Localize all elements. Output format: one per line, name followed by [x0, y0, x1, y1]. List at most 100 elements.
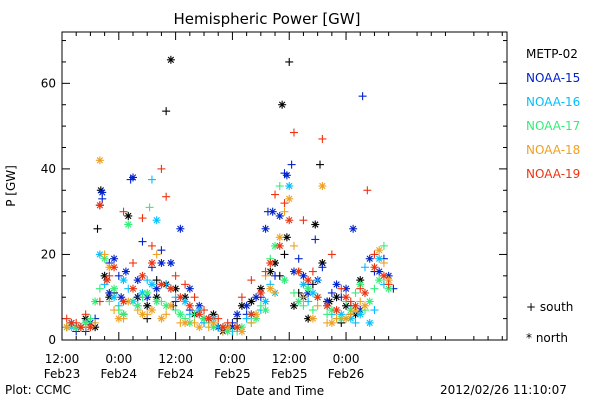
- point-north-noaa-16: [152, 216, 161, 225]
- point-south-noaa-19: [181, 280, 190, 289]
- point-south-noaa-19: [214, 314, 223, 323]
- x-tick-label-date: Feb25: [271, 367, 308, 381]
- point-south-noaa-18: [204, 323, 213, 332]
- x-tick-label-date: Feb24: [157, 367, 194, 381]
- point-south-noaa-19: [356, 284, 365, 293]
- point-south-noaa-19: [237, 293, 246, 302]
- point-north-noaa-17: [280, 276, 289, 285]
- x-tick-label-date: Feb25: [214, 367, 251, 381]
- point-north-noaa-18: [285, 194, 294, 203]
- point-north-noaa-19: [157, 280, 166, 289]
- point-north-noaa-15: [261, 224, 270, 233]
- point-south-noaa-17: [86, 314, 95, 323]
- point-south-noaa-19: [363, 186, 372, 195]
- point-north-noaa-19: [342, 293, 351, 302]
- point-south-noaa-19: [299, 216, 308, 225]
- point-south-noaa-19: [223, 318, 232, 327]
- point-south-metp-02: [162, 107, 171, 116]
- point-north-noaa-17: [375, 276, 384, 285]
- point-south-noaa-19: [308, 267, 317, 276]
- point-north-noaa-18: [181, 318, 190, 327]
- point-north-noaa-19: [247, 310, 256, 319]
- point-south-noaa-17: [370, 284, 379, 293]
- point-south-noaa-18: [346, 310, 355, 319]
- point-south-noaa-17: [171, 306, 180, 315]
- point-north-noaa-19: [275, 241, 284, 250]
- point-north-noaa-19: [110, 263, 119, 272]
- point-north-noaa-15: [157, 259, 166, 267]
- point-south-noaa-19: [81, 310, 90, 319]
- point-south-noaa-19: [147, 241, 156, 250]
- point-north-noaa-15: [332, 280, 341, 289]
- point-north-noaa-19: [195, 310, 204, 319]
- point-north-metp-02: [166, 55, 175, 64]
- point-south-noaa-18: [110, 306, 119, 315]
- point-north-noaa-16: [365, 318, 374, 327]
- legend-entry-noaa-19: NOAA-19: [526, 167, 581, 181]
- point-south-noaa-19: [200, 306, 209, 315]
- point-south-noaa-16: [304, 297, 313, 306]
- point-south-noaa-18: [133, 306, 142, 315]
- point-north-noaa-17: [356, 280, 365, 289]
- point-north-noaa-19: [185, 301, 194, 310]
- point-north-noaa-18: [114, 314, 123, 323]
- point-south-noaa-17: [299, 301, 308, 310]
- point-south-noaa-17: [275, 182, 284, 190]
- point-north-noaa-19: [379, 271, 388, 280]
- point-north-noaa-18: [147, 306, 156, 315]
- point-north-noaa-19: [285, 216, 294, 225]
- point-north-noaa-18: [375, 246, 384, 255]
- point-north-noaa-18: [342, 314, 351, 323]
- point-north-noaa-19: [119, 297, 128, 306]
- x-tick-label-time: 12:00: [272, 352, 307, 366]
- point-north-noaa-18: [166, 301, 175, 310]
- point-south-noaa-18: [247, 318, 256, 327]
- point-north-noaa-19: [233, 323, 242, 332]
- marker-key-south: + south: [526, 300, 573, 314]
- point-south-noaa-15: [318, 263, 327, 272]
- point-south-noaa-15: [311, 235, 320, 244]
- point-north-noaa-18: [195, 323, 204, 332]
- x-tick-label-time: 12:00: [158, 352, 193, 366]
- point-north-metp-02: [311, 220, 320, 229]
- point-south-noaa-19: [346, 297, 355, 306]
- point-south-metp-02: [280, 250, 289, 259]
- x-axis-label: Date and Time: [236, 384, 324, 398]
- point-north-noaa-15: [185, 284, 194, 293]
- point-south-noaa-19: [318, 134, 327, 143]
- point-north-noaa-19: [95, 201, 104, 210]
- point-south-noaa-19: [190, 293, 199, 302]
- y-axis: 0 20 40 60: [41, 40, 507, 347]
- point-north-noaa-19: [204, 314, 213, 323]
- south-marker-label: south: [539, 300, 574, 314]
- point-south-noaa-15: [271, 271, 280, 280]
- point-south-noaa-18: [379, 259, 388, 267]
- marker-key-north: * north: [526, 331, 568, 345]
- point-south-noaa-15: [287, 160, 296, 169]
- point-north-noaa-19: [76, 323, 85, 332]
- point-north-noaa-18: [327, 318, 336, 327]
- point-south-noaa-16: [242, 314, 251, 323]
- point-south-noaa-16: [351, 318, 360, 327]
- point-south-noaa-19: [129, 259, 138, 267]
- point-south-noaa-19: [119, 207, 128, 216]
- y-tick-label: 20: [41, 247, 56, 261]
- point-north-noaa-15: [98, 188, 107, 197]
- point-north-noaa-17: [124, 220, 133, 229]
- point-north-noaa-19: [294, 267, 303, 276]
- footer-timestamp: 2012/02/26 11:10:07: [440, 383, 567, 397]
- point-north-noaa-19: [67, 318, 76, 327]
- point-south-noaa-16: [313, 276, 322, 285]
- point-north-noaa-15: [349, 224, 358, 233]
- legend: METP-02 NOAA-15 NOAA-16 NOAA-17 NOAA-18 NOAA-…: [526, 42, 580, 186]
- legend-entry-metp-02: METP-02: [526, 47, 578, 61]
- point-south-noaa-18: [313, 301, 322, 310]
- point-south-noaa-16: [360, 263, 369, 272]
- north-marker-label: north: [535, 331, 569, 345]
- point-north-noaa-19: [256, 288, 265, 297]
- point-north-noaa-17: [119, 310, 128, 319]
- point-north-noaa-16: [119, 276, 128, 285]
- point-south-noaa-19: [384, 280, 393, 289]
- point-south-noaa-18: [356, 297, 365, 306]
